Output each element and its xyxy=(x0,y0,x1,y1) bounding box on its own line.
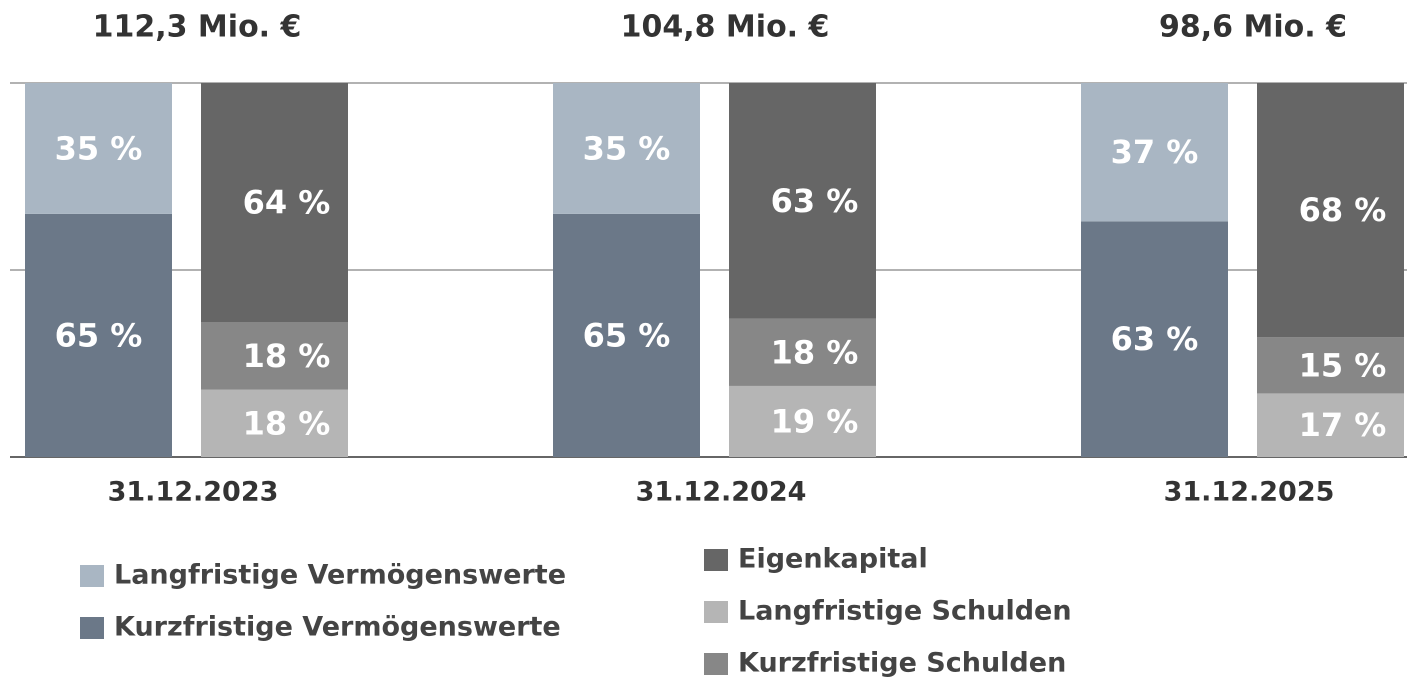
total-label: 104,8 Mio. € xyxy=(621,10,830,45)
bar-segment xyxy=(1257,393,1404,457)
bar-segment xyxy=(729,318,876,386)
value-label: 63 % xyxy=(1111,320,1199,358)
legend-label: Langfristige Vermögenswerte xyxy=(114,560,566,591)
bar-segment xyxy=(729,83,876,319)
value-label: 65 % xyxy=(583,316,671,354)
legend-swatch xyxy=(704,653,728,675)
bar-segment xyxy=(201,389,348,457)
bar-segment xyxy=(729,385,876,457)
bar-segment xyxy=(1081,221,1228,457)
bar-segment xyxy=(25,83,172,214)
bar-segment xyxy=(553,83,700,214)
legend-swatch xyxy=(704,549,728,571)
legend-label: Langfristige Schulden xyxy=(738,596,1072,627)
total-label: 98,6 Mio. € xyxy=(1159,10,1347,45)
value-label: 15 % xyxy=(1299,346,1387,384)
value-label: 17 % xyxy=(1299,406,1387,444)
legend-label: Kurzfristige Vermögenswerte xyxy=(114,612,561,643)
x-tick-label: 31.12.2023 xyxy=(108,477,279,508)
value-label: 35 % xyxy=(583,129,671,167)
legend-label: Kurzfristige Schulden xyxy=(738,648,1066,679)
bar-segment xyxy=(553,213,700,457)
value-label: 18 % xyxy=(243,337,331,375)
bar-segment xyxy=(201,322,348,390)
value-label: 19 % xyxy=(771,402,859,440)
value-label: 65 % xyxy=(55,316,143,354)
bar-segment xyxy=(1257,337,1404,394)
legend-swatch xyxy=(80,617,104,639)
value-label: 18 % xyxy=(771,333,859,371)
value-label: 64 % xyxy=(243,184,331,222)
legend-swatch xyxy=(80,565,104,587)
value-label: 63 % xyxy=(771,182,859,220)
legend-swatch xyxy=(704,601,728,623)
bar-segment xyxy=(1081,83,1228,222)
value-label: 37 % xyxy=(1111,133,1199,171)
x-tick-label: 31.12.2024 xyxy=(636,477,807,508)
value-label: 68 % xyxy=(1299,191,1387,229)
legend-label: Eigenkapital xyxy=(738,544,928,575)
value-label: 35 % xyxy=(55,129,143,167)
bar-segment xyxy=(1257,83,1404,338)
bar-segment xyxy=(25,213,172,457)
total-label: 112,3 Mio. € xyxy=(93,10,302,45)
x-tick-label: 31.12.2025 xyxy=(1164,477,1335,508)
bar-segment xyxy=(201,83,348,323)
value-label: 18 % xyxy=(243,404,331,442)
